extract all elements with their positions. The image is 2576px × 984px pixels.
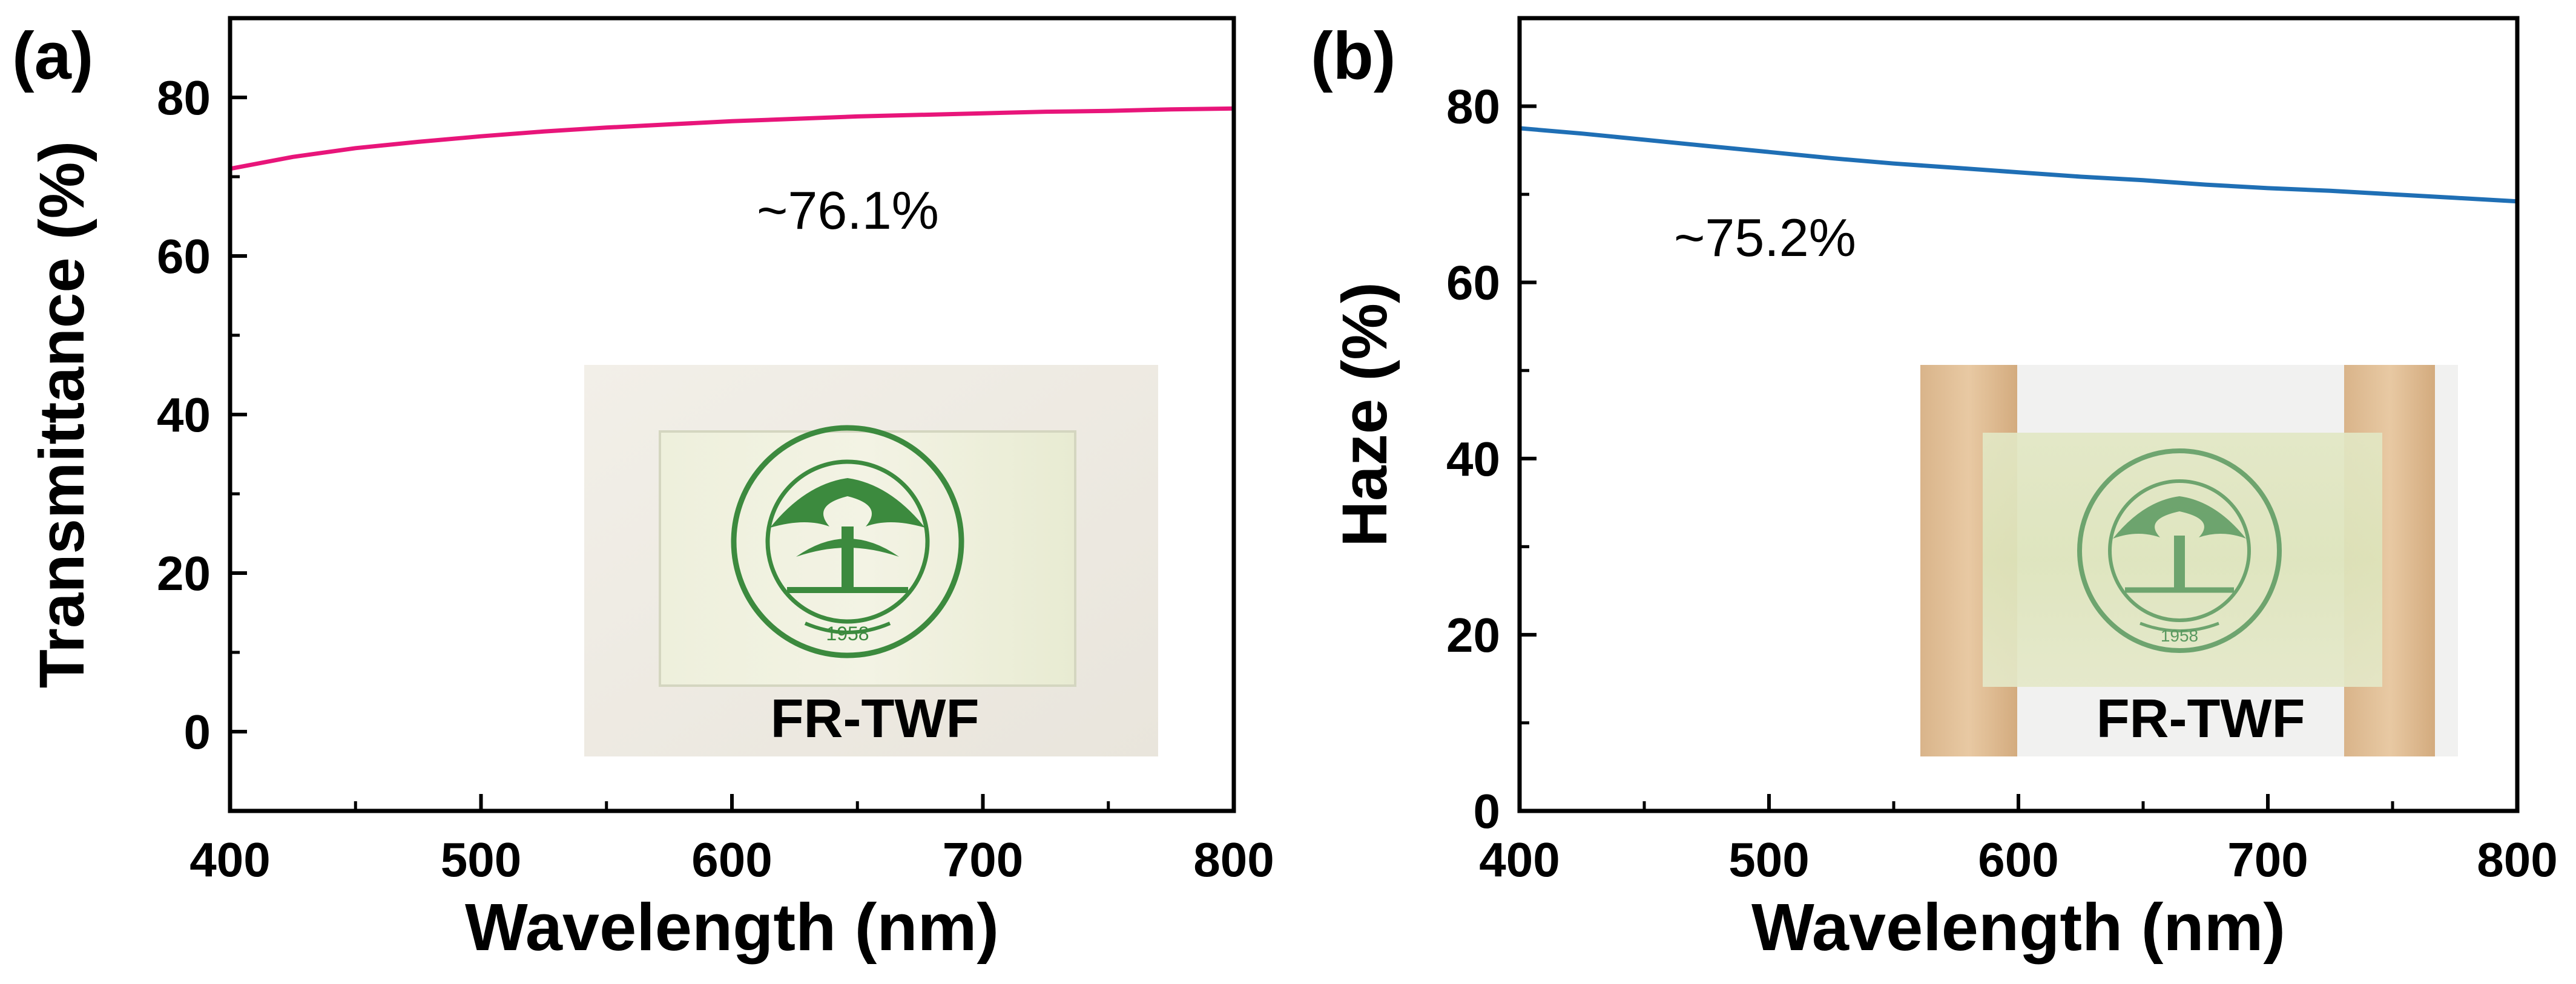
panel-a-x-axis: 400 500 600 700 800 — [189, 794, 1274, 887]
panel-b-label: (b) — [1311, 19, 1395, 93]
panel-b-y-axis: 0 20 40 60 80 — [1446, 80, 1537, 838]
x-tick-label: 700 — [943, 833, 1023, 887]
panel-b-annotation: ~75.2% — [1674, 208, 1856, 267]
panel-b-inset-photo: 1958 ZHEJIANG A&F UNIVERSITY FR-TWF — [1920, 365, 2458, 756]
panel-b-x-axis-label: Wavelength (nm) — [1751, 890, 2285, 965]
university-seal-icon — [2077, 448, 2282, 653]
y-tick-label: 0 — [184, 705, 211, 759]
panel-a-plot-area — [228, 106, 1236, 171]
panel-b-plot-area — [1517, 126, 2520, 204]
panel-a: (a) 1958 ZHEJIANG A&F UNIVERSITY FR-TWF … — [12, 16, 1274, 965]
x-tick-label: 600 — [691, 833, 772, 887]
panel-a-seal-year: 1958 — [826, 623, 869, 645]
panel-a-inset-caption: FR-TWF — [771, 689, 980, 749]
x-tick-label: 500 — [1728, 833, 1809, 887]
panel-b-y-axis-label: Haze (%) — [1329, 282, 1400, 547]
x-tick-label: 400 — [189, 833, 270, 887]
y-tick-label: 40 — [157, 388, 211, 442]
y-tick-label: 60 — [157, 229, 211, 283]
y-tick-label: 40 — [1446, 432, 1500, 486]
y-tick-label: 80 — [1446, 80, 1500, 134]
panel-a-y-axis: 0 20 40 60 80 — [157, 71, 247, 759]
panel-a-inset-film — [659, 430, 1076, 687]
university-seal-icon — [731, 425, 964, 658]
panel-a-label: (a) — [12, 19, 93, 93]
x-tick-label: 800 — [2477, 833, 2557, 887]
y-tick-label: 20 — [1446, 608, 1500, 662]
y-tick-label: 60 — [1446, 256, 1500, 310]
panel-b-series-haze-line — [1517, 126, 2520, 204]
x-tick-label: 700 — [2227, 833, 2308, 887]
x-tick-label: 600 — [1978, 833, 2058, 887]
panel-b-inset-caption: FR-TWF — [2097, 689, 2305, 749]
panel-a-series-transmittance-line — [228, 106, 1236, 171]
panel-a-inset-photo: 1958 ZHEJIANG A&F UNIVERSITY FR-TWF — [584, 365, 1158, 756]
panel-a-x-axis-label: Wavelength (nm) — [465, 890, 999, 965]
panel-a-annotation: ~76.1% — [757, 180, 939, 240]
panel-b-x-axis: 400 500 600 700 800 — [1479, 794, 2558, 887]
panel-a-y-axis-label: Transmittance (%) — [27, 141, 97, 688]
y-tick-label: 20 — [157, 546, 211, 600]
x-tick-label: 400 — [1479, 833, 1560, 887]
x-tick-label: 800 — [1193, 833, 1274, 887]
y-tick-label: 0 — [1474, 784, 1501, 838]
panel-b-seal-year: 1958 — [2161, 626, 2198, 645]
y-tick-label: 80 — [157, 71, 211, 125]
x-tick-label: 500 — [441, 833, 521, 887]
panel-b: (b) 1958 ZHEJIANG A&F UNIVERSITY FR-TWF … — [1311, 16, 2558, 965]
